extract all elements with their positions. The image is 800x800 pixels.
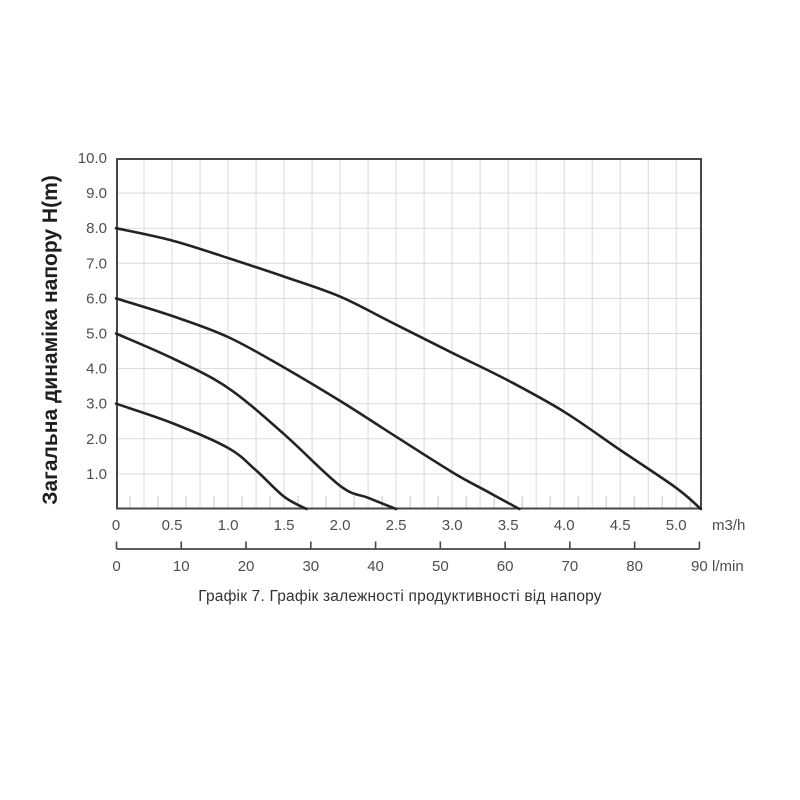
x-axis-top-tick-label: 3.5 [498, 517, 519, 534]
x-axis-top-tick-label: 0.5 [162, 517, 183, 534]
pump-performance-chart: 0 0.5 1.0 1.5 2.0 2.5 3.0 3.5 4.0 4.5 5.0 10.0 9.0 8… [39, 150, 745, 575]
plot-grid [116, 158, 702, 509]
x-axis-top-unit-label: m3/h [712, 517, 745, 534]
y-axis-tick-label: 9.0 [86, 185, 107, 202]
x-axis-bottom-tick-label: 20 [238, 558, 255, 575]
x-axis-top-tick-label: 2.5 [386, 517, 407, 534]
x-axis-bottom-tick-label: 10 [173, 558, 190, 575]
x-axis-bottom-tick-label: 60 [497, 558, 514, 575]
y-axis-tick-label: 10.0 [78, 150, 107, 167]
pump-curve-head-3m [114, 402, 308, 511]
pump-curve-head-5m [114, 332, 398, 511]
y-axis-tick-label: 3.0 [86, 396, 107, 413]
y-axis-tick-label: 2.0 [86, 431, 107, 448]
pump-curves [114, 226, 703, 511]
x-axis-top-tick-label: 0 [112, 517, 120, 534]
flow-ruler: 0 10 20 30 40 50 60 70 80 90 [112, 541, 708, 575]
pump-curve-head-8m [114, 226, 703, 511]
x-axis-top-tick-label: 1.0 [218, 517, 239, 534]
figure-caption: Графік 7. Графік залежності продуктивнос… [198, 588, 602, 605]
x-axis-bottom-tick-label: 70 [562, 558, 579, 575]
pump-curve-head-6m [114, 297, 521, 511]
x-axis-top-tick-label: 3.0 [442, 517, 463, 534]
x-axis-minor-ticks [129, 496, 691, 508]
x-axis-bottom-tick-label: 50 [432, 558, 449, 575]
x-axis-top-tick-label: 1.5 [274, 517, 295, 534]
y-axis-title: Загальна динаміка напору H(m) [39, 175, 62, 504]
x-axis-bottom-tick-label: 40 [367, 558, 384, 575]
y-axis-labels: 10.0 9.0 8.0 7.0 6.0 5.0 4.0 3.0 2.0 1.0 [78, 150, 107, 483]
x-axis-bottom-tick-label: 0 [112, 558, 120, 575]
y-axis-tick-label: 4.0 [86, 361, 107, 378]
x-axis-top-tick-label: 4.0 [554, 517, 575, 534]
y-axis-tick-label: 7.0 [86, 255, 107, 272]
y-axis-tick-label: 5.0 [86, 326, 107, 343]
x-axis-bottom-tick-label: 90 [691, 558, 708, 575]
x-axis-top-labels: 0 0.5 1.0 1.5 2.0 2.5 3.0 3.5 4.0 4.5 5.0 [112, 517, 687, 534]
y-axis-tick-label: 1.0 [86, 466, 107, 483]
x-axis-bottom-unit-label: l/min [712, 558, 744, 575]
x-axis-top-tick-label: 5.0 [666, 517, 687, 534]
x-axis-bottom-tick-label: 80 [626, 558, 643, 575]
x-axis-top-tick-label: 2.0 [330, 517, 351, 534]
x-axis-bottom-tick-label: 30 [302, 558, 319, 575]
y-axis-tick-label: 8.0 [86, 220, 107, 237]
y-axis-tick-label: 6.0 [86, 290, 107, 307]
x-axis-top-tick-label: 4.5 [610, 517, 631, 534]
